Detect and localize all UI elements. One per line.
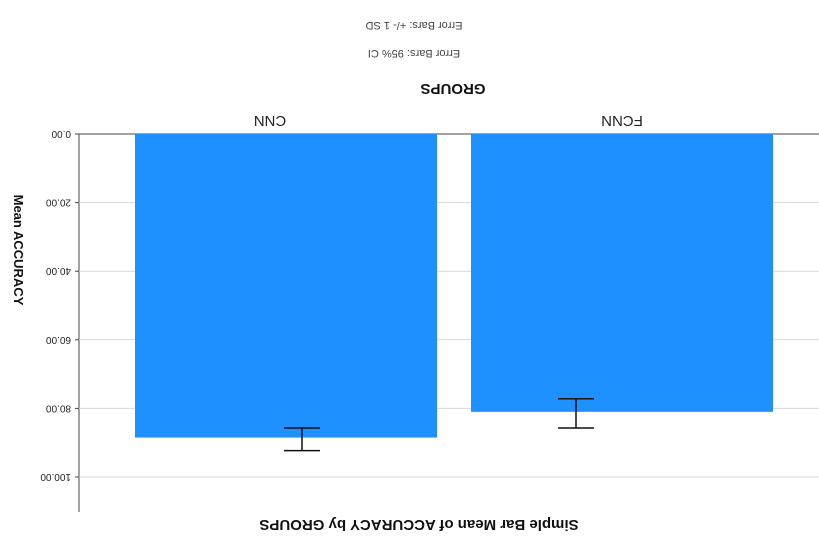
error-bars xyxy=(284,398,594,452)
y-tick-label: 60.00 xyxy=(46,334,71,345)
error-bar-note-sd: Error Bars: +/- 1 SD xyxy=(366,19,463,31)
category-label: FCNN xyxy=(601,112,643,129)
chart-title: Simple Bar Mean of ACCURACY by GROUPS xyxy=(259,516,578,533)
y-tick-labels: 0.00 20.00 40.00 60.00 80.00 100.00 xyxy=(40,128,79,482)
bar-cnn xyxy=(135,134,437,438)
y-tick-label: 80.00 xyxy=(46,402,71,413)
bars xyxy=(135,134,773,438)
x-axis-title: GROUPS xyxy=(420,80,485,97)
category-label: CNN xyxy=(254,112,287,129)
y-tick-label: 40.00 xyxy=(46,265,71,276)
y-tick-label: 0.00 xyxy=(51,128,71,139)
y-axis-title: Mean ACCURACY xyxy=(11,195,26,306)
y-tick-label: 20.00 xyxy=(46,197,71,208)
y-tick-label: 100.00 xyxy=(40,471,71,482)
bar-fcnn xyxy=(471,134,773,412)
error-bar-note-ci: Error Bars: 95% CI xyxy=(368,47,460,59)
category-labels: CNN FCNN xyxy=(254,112,643,129)
